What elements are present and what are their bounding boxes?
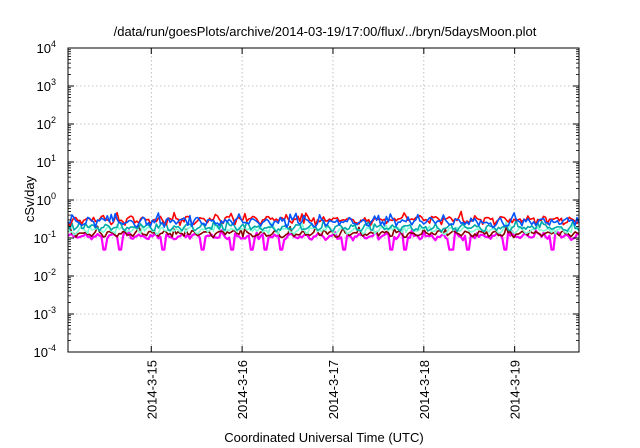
y-tick-label: 101 bbox=[37, 153, 56, 170]
x-tick-label: 2014-3-16 bbox=[235, 360, 250, 419]
y-tick-label: 102 bbox=[37, 115, 56, 132]
ticks: 10-4 10-3 10-2 10-1 100 101 102 103 104 2014-3-15… bbox=[34, 39, 579, 419]
x-tick-label: 2014-3-19 bbox=[508, 360, 523, 419]
y-tick-label: 10-4 bbox=[34, 343, 56, 360]
y-tick-label: 103 bbox=[37, 77, 56, 94]
y-axis-label: cSv/day bbox=[22, 175, 37, 222]
y-tick-label: 10-2 bbox=[34, 267, 56, 284]
x-axis-label: Coordinated Universal Time (UTC) bbox=[224, 430, 423, 445]
y-tick-label: 10-1 bbox=[34, 229, 56, 246]
y-tick-label: 100 bbox=[37, 191, 56, 208]
x-tick-label: 2014-3-18 bbox=[417, 360, 432, 419]
x-tick-label: 2014-3-15 bbox=[144, 360, 159, 419]
x-tick-label: 2014-3-17 bbox=[326, 360, 341, 419]
y-tick-label: 10-3 bbox=[34, 305, 56, 322]
series-line-6 bbox=[67, 212, 580, 229]
series-layer bbox=[67, 210, 580, 251]
grid bbox=[68, 48, 579, 352]
chart-title: /data/run/goesPlots/archive/2014-03-19/1… bbox=[114, 24, 537, 39]
y-tick-label: 104 bbox=[37, 39, 56, 56]
series-line-1 bbox=[67, 228, 580, 251]
